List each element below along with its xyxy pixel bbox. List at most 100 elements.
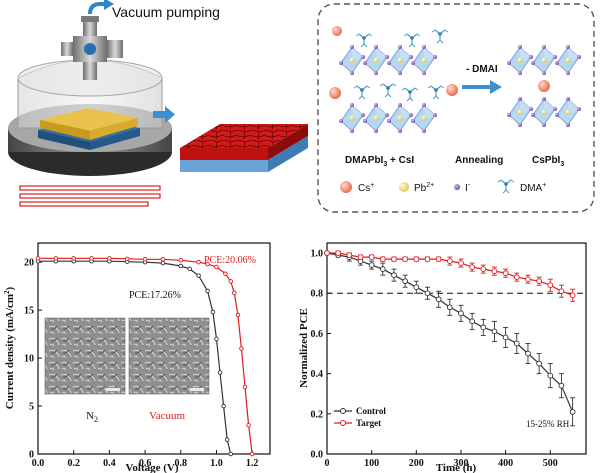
pce-n2-label: PCE:17.26%: [129, 290, 181, 301]
stability-axis-ticks: 0 100 200 300 400 500 0.0 0.2 0.4 0.6 0.8 1.0: [311, 249, 558, 469]
iodide-ion-icon: [454, 184, 460, 190]
y-tick-label: 5: [29, 402, 34, 413]
data-point-target: [368, 254, 375, 260]
series-line-control: [326, 252, 574, 413]
data-point-vacuum: [239, 346, 244, 351]
legend-target-marker: [340, 420, 346, 426]
jv-x-axis-label: Voltage (V): [125, 462, 178, 473]
series-line-n2: [38, 260, 232, 455]
pce-vacuum-label: PCE:20.06%: [204, 255, 256, 266]
data-point-control: [391, 272, 397, 279]
reactant-label: DMAPbI3 + CsI: [345, 155, 414, 168]
y-tick-label: 0.8: [311, 289, 324, 300]
data-point-vacuum: [160, 257, 166, 262]
data-point-control: [446, 304, 453, 311]
data-point-vacuum: [35, 256, 41, 261]
data-point-target: [346, 252, 353, 258]
sem-insets: [44, 317, 210, 395]
x-tick-label: 300: [453, 458, 468, 469]
data-point-control: [513, 340, 520, 347]
data-point-target: [502, 270, 509, 276]
data-point-vacuum: [205, 261, 210, 267]
product-label: CsPbI3: [532, 155, 564, 168]
data-point-control: [569, 408, 576, 415]
data-point-control: [368, 262, 375, 268]
data-point-n2: [228, 451, 233, 457]
dmapbi3-structure: [329, 26, 458, 134]
x-tick-label: 200: [409, 458, 424, 469]
data-point-control: [558, 382, 565, 389]
data-point-n2: [221, 403, 226, 409]
x-tick-label: 0.4: [103, 458, 116, 469]
jv-y-axis-label: Current density (mA/cm2): [3, 286, 16, 409]
data-point-vacuum: [232, 290, 237, 296]
x-tick-label: 1.0: [210, 458, 223, 469]
data-point-vacuum: [214, 264, 219, 270]
y-tick-label: 20: [24, 258, 34, 269]
scale-bar-n2: [106, 388, 120, 391]
sem-image-vacuum: [128, 317, 210, 395]
data-point-target: [424, 256, 431, 262]
legend-pb-label: Pb2+: [414, 182, 434, 194]
data-point-vacuum: [71, 256, 76, 261]
data-point-vacuum: [178, 258, 184, 263]
data-point-n2: [210, 309, 216, 315]
y-tick-label: 0: [29, 450, 34, 461]
inset-n2-label: N2: [86, 410, 98, 424]
cs-ion-icon: [340, 181, 352, 193]
data-point-control: [435, 296, 442, 303]
jv-series: [35, 256, 255, 457]
process-label: Annealing: [455, 155, 503, 166]
data-point-control: [458, 310, 464, 317]
panel-c-jv-chart: 0.0 0.2 0.4 0.6 0.8 1.0 1.2 0 5 10 15 20 PCE:20.06%…: [3, 242, 271, 473]
data-point-target: [536, 278, 542, 285]
data-point-n2: [224, 437, 230, 442]
data-point-vacuum: [246, 422, 251, 428]
stability-legend: Control Target: [334, 406, 386, 428]
data-point-vacuum: [228, 279, 233, 284]
y-tick-label: 0.6: [311, 329, 324, 340]
data-point-vacuum: [196, 259, 201, 265]
panel-d-stability-chart: 0 100 200 300 400 500 0.0 0.2 0.4 0.6 0.8 1.0 Contr…: [298, 242, 587, 473]
cspbi3-structure: [506, 44, 582, 128]
data-point-target: [379, 256, 386, 262]
substrate-stack: [38, 108, 140, 150]
panel-a: Vacuum pumping: [8, 0, 308, 207]
pump-arrow-icon: [88, 0, 114, 15]
reaction-arrow-icon: [462, 80, 502, 94]
perovskite-film: [180, 124, 308, 172]
y-tick-label: 10: [24, 354, 34, 365]
data-point-target: [569, 292, 576, 299]
data-point-target: [513, 274, 520, 281]
data-point-n2: [196, 273, 201, 278]
data-point-control: [491, 328, 498, 335]
data-point-target: [391, 256, 397, 262]
jv-axis-ticks: 0.0 0.2 0.4 0.6 0.8 1.0 1.2 0 5 10 15 20: [24, 258, 258, 469]
y-tick-label: 0.4: [311, 369, 324, 380]
dma-molecule-icon: [497, 179, 515, 194]
y-tick-label: 0.2: [311, 409, 324, 420]
legend-control-marker: [340, 408, 346, 414]
data-point-n2: [160, 260, 166, 266]
data-point-target: [324, 250, 330, 256]
data-point-n2: [205, 288, 210, 294]
stability-y-axis-label: Normalized PCE: [298, 308, 310, 388]
series-line-vacuum: [38, 257, 253, 455]
legend-target-label: Target: [356, 418, 381, 428]
data-point-control: [536, 360, 542, 367]
heater-coil: [19, 185, 161, 207]
vacuum-chamber: [8, 59, 172, 176]
data-point-target: [525, 276, 531, 283]
data-point-target: [446, 258, 453, 264]
vacuum-label: Vacuum pumping: [112, 4, 220, 20]
data-point-vacuum: [53, 256, 59, 261]
sem-image-n2: [44, 317, 126, 395]
pb-ion-icon: [399, 182, 409, 192]
data-point-control: [480, 324, 487, 331]
data-point-target: [335, 250, 342, 256]
data-point-n2: [178, 263, 184, 269]
data-point-n2: [187, 266, 192, 272]
data-point-control: [402, 278, 408, 285]
data-point-target: [458, 260, 464, 266]
